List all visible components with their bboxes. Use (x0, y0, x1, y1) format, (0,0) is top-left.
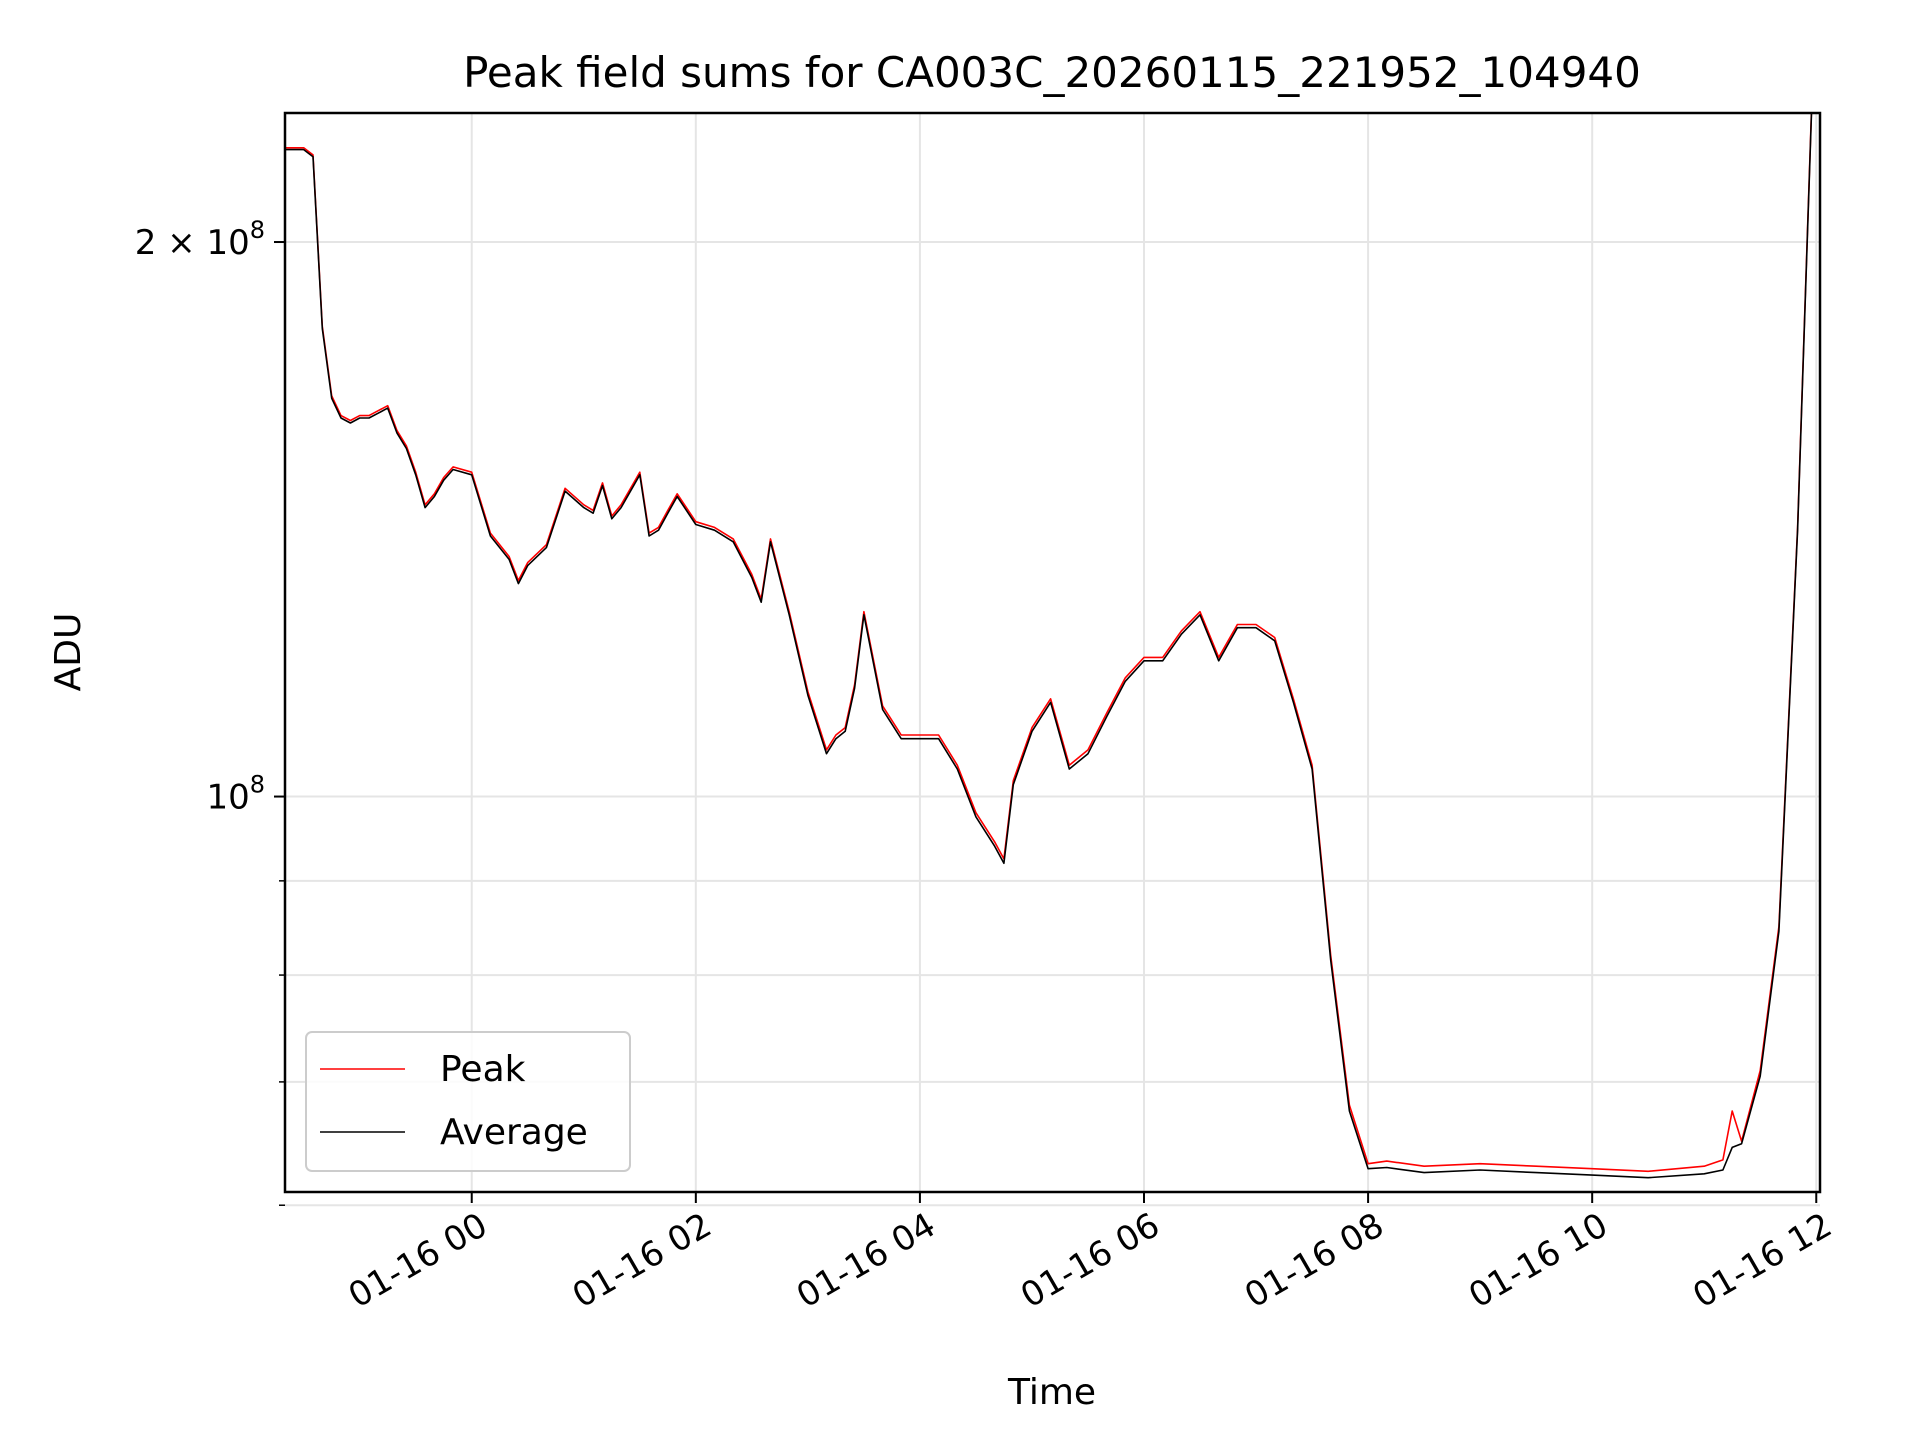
y-tick-label: 2 × 108 (135, 216, 265, 263)
y-tick-label: 108 (206, 771, 265, 818)
plot-frame (283, 111, 1822, 1194)
y-axis-title: ADU (48, 613, 89, 692)
x-axis-title: Time (1007, 1372, 1096, 1413)
ticks (274, 241, 1818, 1206)
legend-peak-label: Peak (440, 1049, 526, 1090)
legend-box (305, 1031, 631, 1172)
series-line-average (285, 113, 1813, 1179)
y-tick-labels: 108 2 × 108 (135, 216, 265, 818)
legend: Peak Average (305, 1031, 631, 1172)
series-layer (285, 113, 1813, 1179)
legend-average-label: Average (440, 1112, 588, 1153)
series-line-peak (285, 113, 1813, 1173)
chart-title: Peak field sums for CA003C_20260115_2219… (463, 48, 1641, 97)
